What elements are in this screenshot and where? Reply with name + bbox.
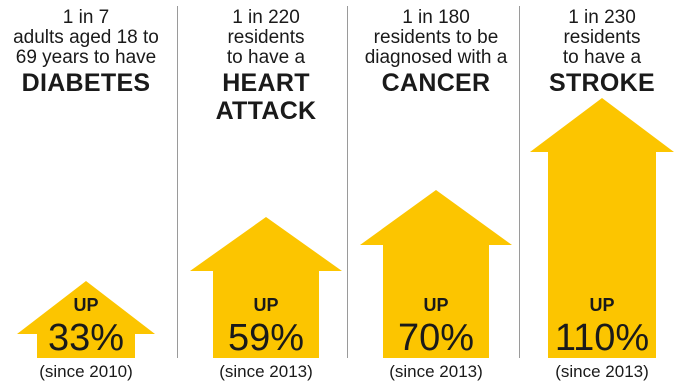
- divider: [519, 6, 520, 358]
- panel-heart-attack: 1 in 220 residents to have a HEART ATTAC…: [180, 0, 352, 387]
- percent-value: 33%: [47, 317, 125, 359]
- condition-name: HEART: [222, 69, 310, 97]
- panel-stroke: 1 in 230 residents to have a STROKE UP 1…: [516, 0, 688, 387]
- caption-diabetes: 1 in 7 adults aged 18 to 69 years to hav…: [0, 7, 172, 98]
- caption-line: 1 in 7: [62, 7, 110, 28]
- condition-name: DIABETES: [21, 69, 151, 97]
- caption-line: 1 in 230: [568, 7, 636, 28]
- up-arrow-icon: [180, 0, 352, 387]
- since-label: (since 2013): [389, 362, 483, 381]
- caption-line: 1 in 220: [232, 7, 300, 28]
- caption-line: diagnosed with a: [364, 47, 508, 68]
- percent-value: 70%: [397, 317, 475, 359]
- divider: [347, 6, 348, 358]
- percent-value: 59%: [227, 317, 305, 359]
- since-label: (since 2010): [39, 362, 133, 381]
- caption-line: 1 in 180: [402, 7, 470, 28]
- caption-line: residents: [227, 27, 305, 48]
- caption-line: 69 years to have: [15, 47, 157, 68]
- condition-name: CANCER: [381, 69, 491, 97]
- percent-value: 110%: [554, 317, 650, 359]
- arrow-shape: [530, 98, 674, 358]
- caption-line: to have a: [226, 47, 306, 68]
- up-arrow-icon: [0, 0, 172, 387]
- divider: [177, 6, 178, 358]
- up-label: UP: [589, 295, 615, 315]
- arrow-shape: [190, 217, 342, 358]
- caption-heart-attack: 1 in 220 residents to have a HEART ATTAC…: [180, 7, 352, 126]
- up-arrow-icon: [516, 0, 688, 387]
- condition-name: STROKE: [549, 69, 655, 97]
- panel-diabetes: 1 in 7 adults aged 18 to 69 years to hav…: [0, 0, 172, 387]
- caption-stroke: 1 in 230 residents to have a STROKE: [516, 7, 688, 98]
- caption-line: adults aged 18 to: [13, 27, 159, 48]
- caption-line: residents to be: [373, 27, 499, 48]
- since-label: (since 2013): [219, 362, 313, 381]
- up-label: UP: [423, 295, 449, 315]
- caption-line: residents: [563, 27, 641, 48]
- arrow-shape: [360, 190, 512, 358]
- panel-cancer: 1 in 180 residents to be diagnosed with …: [350, 0, 522, 387]
- condition-name: ATTACK: [215, 97, 317, 125]
- up-arrow-icon: [350, 0, 522, 387]
- arrow-shape: [17, 281, 155, 358]
- caption-line: to have a: [562, 47, 642, 68]
- since-label: (since 2013): [555, 362, 649, 381]
- caption-cancer: 1 in 180 residents to be diagnosed with …: [350, 7, 522, 98]
- up-label: UP: [253, 295, 279, 315]
- up-label: UP: [73, 295, 99, 315]
